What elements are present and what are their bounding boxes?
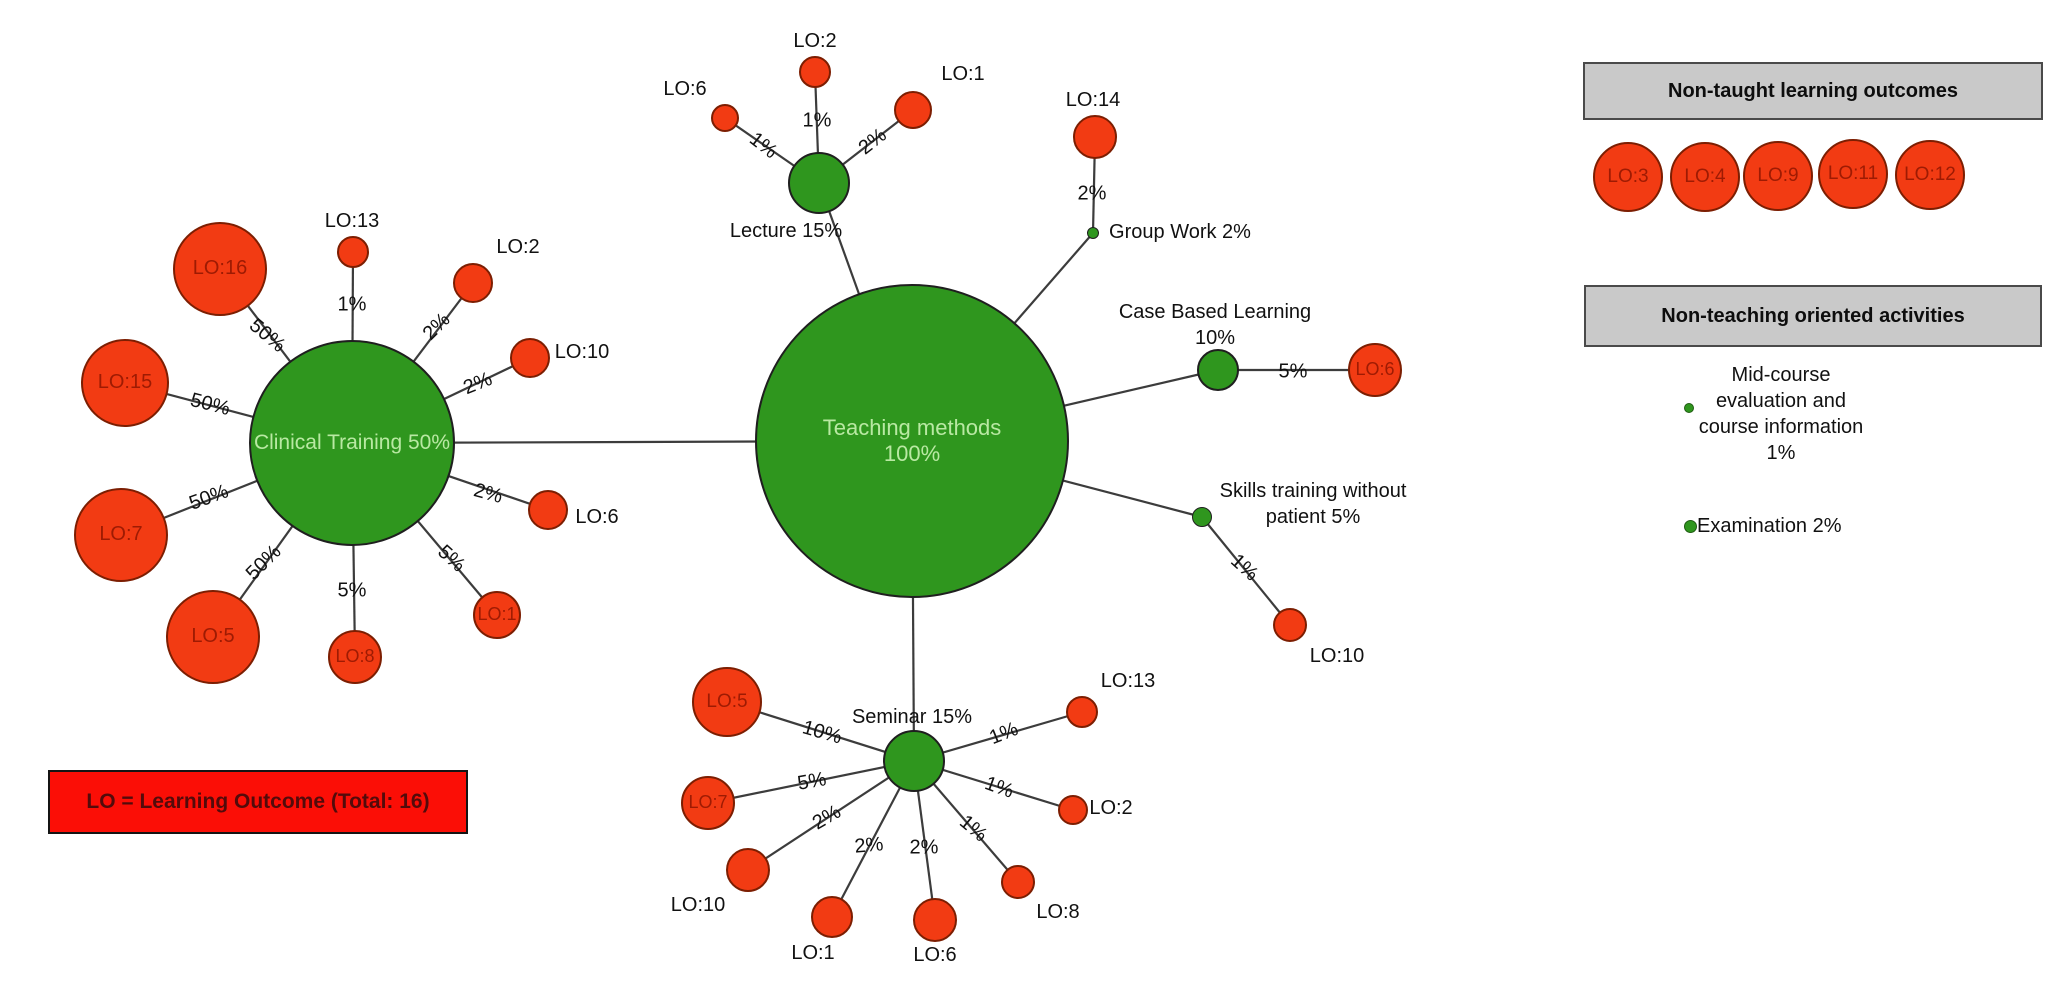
label-ski_lo10: LO:10 [1309, 645, 1365, 667]
label-cli_lo5: LO:5 [191, 625, 235, 648]
label-lec_lo1: LO:1 [941, 63, 985, 85]
edge-label-clinical-cli_lo8: 5% [337, 579, 367, 602]
label-cli_lo1: LO:1 [477, 604, 517, 625]
edge-label-casebased-cbl_lo6: 5% [1278, 360, 1308, 383]
non-taught-outcome-lo9: LO:9 [1743, 141, 1813, 211]
edge-label-groupwork-grp_lo14: 2% [1077, 182, 1107, 205]
label-cli_lo10: LO:10 [554, 341, 610, 363]
label-clinical: Clinical Training 50% [253, 430, 451, 454]
node-lecture [788, 152, 850, 214]
label-sem_lo6: LO:6 [913, 944, 957, 966]
node-cli_lo1: LO:1 [473, 591, 521, 639]
node-sem_lo10 [726, 848, 770, 892]
label-lec_lo2: LO:2 [793, 30, 837, 52]
label-teaching: Teaching methods 100% [822, 415, 1002, 466]
label-cli_lo13: LO:13 [324, 210, 380, 232]
label-sem_lo1: LO:1 [791, 942, 835, 964]
node-grp_lo14 [1073, 115, 1117, 159]
label-sem_lo13: LO:13 [1100, 670, 1156, 692]
edge-label-seminar-sem_lo6: 2% [909, 836, 939, 859]
edge-label-lecture-lec_lo2: 1% [802, 109, 832, 132]
node-cli_lo7: LO:7 [74, 488, 168, 582]
activity-midcourse-label: Mid-course evaluation and course informa… [1698, 364, 1864, 464]
label-cli_lo15: LO:15 [97, 371, 153, 394]
label-cli_lo7: LO:7 [99, 523, 143, 546]
label-cli_lo2: LO:2 [496, 236, 540, 258]
label-grp_lo14: LO:14 [1065, 89, 1121, 111]
examination-dot-icon [1684, 520, 1697, 533]
node-sem_lo6 [913, 898, 957, 942]
node-cli_lo16: LO:16 [173, 222, 267, 316]
node-skills [1192, 507, 1212, 527]
edge-seminar-sem_lo10 [747, 760, 915, 871]
node-cli_lo10 [510, 338, 550, 378]
node-sem_lo7: LO:7 [681, 776, 735, 830]
node-cli_lo8: LO:8 [328, 630, 382, 684]
node-lec_lo2 [799, 56, 831, 88]
node-ski_lo10 [1273, 608, 1307, 642]
label-sem_lo7: LO:7 [688, 792, 728, 813]
legend-non-taught-title: Non-taught learning outcomes [1668, 79, 1958, 102]
non-taught-outcome-lo12-label: LO:12 [1904, 164, 1956, 185]
non-taught-outcome-lo12: LO:12 [1895, 140, 1965, 210]
non-taught-outcome-lo4: LO:4 [1670, 142, 1740, 212]
note-box: LO = Learning Outcome (Total: 16) [48, 770, 468, 834]
label-cli_lo8: LO:8 [335, 646, 375, 667]
non-taught-outcome-lo11: LO:11 [1818, 139, 1888, 209]
label-cli_lo16: LO:16 [192, 257, 248, 280]
node-cli_lo2 [453, 263, 493, 303]
edge-seminar-sem_lo7 [707, 759, 915, 805]
midcourse-dot-icon [1684, 403, 1694, 413]
label-skills: Skills training without patient 5% [1219, 480, 1407, 528]
legend-non-teaching-box: Non-teaching oriented activities [1584, 285, 2042, 347]
edge-label-seminar-sem_lo7: 5% [795, 768, 829, 795]
label-casebased: Case Based Learning 10% [1118, 301, 1312, 349]
node-cli_lo6 [528, 490, 568, 530]
legend-non-taught-box: Non-taught learning outcomes [1583, 62, 2043, 120]
non-taught-outcome-lo4-label: LO:4 [1684, 166, 1726, 187]
node-cbl_lo6: LO:6 [1348, 343, 1402, 397]
node-sem_lo8 [1001, 865, 1035, 899]
label-sem_lo5: LO:5 [706, 690, 748, 712]
node-cli_lo5: LO:5 [166, 590, 260, 684]
node-sem_lo13 [1066, 696, 1098, 728]
label-sem_lo2: LO:2 [1089, 797, 1133, 819]
legend-non-teaching-title: Non-teaching oriented activities [1661, 304, 1965, 327]
node-cli_lo13 [337, 236, 369, 268]
node-sem_lo5: LO:5 [692, 667, 762, 737]
node-casebased [1197, 349, 1239, 391]
label-lecture: Lecture 15% [729, 220, 843, 242]
non-taught-outcome-lo11-label: LO:11 [1827, 163, 1879, 184]
non-taught-outcome-lo3: LO:3 [1593, 142, 1663, 212]
label-cbl_lo6: LO:6 [1355, 359, 1395, 380]
label-seminar: Seminar 15% [851, 706, 973, 728]
label-groupwork: Group Work 2% [1109, 221, 1251, 243]
edge-label-seminar-sem_lo1: 2% [853, 833, 885, 858]
label-cli_lo6: LO:6 [575, 506, 619, 528]
node-sem_lo1 [811, 896, 853, 938]
node-sem_lo2 [1058, 795, 1088, 825]
node-lec_lo6 [711, 104, 739, 132]
edge-skills-ski_lo10 [1201, 516, 1291, 626]
non-taught-outcome-lo3-label: LO:3 [1607, 166, 1649, 187]
edge-label-clinical-cli_lo13: 1% [337, 293, 367, 316]
node-clinical: Clinical Training 50% [249, 340, 455, 546]
node-seminar [883, 730, 945, 792]
node-teaching: Teaching methods 100% [755, 284, 1069, 598]
label-sem_lo8: LO:8 [1036, 901, 1080, 923]
node-lec_lo1 [894, 91, 932, 129]
label-sem_lo10: LO:10 [670, 894, 726, 916]
note-box-label: LO = Learning Outcome (Total: 16) [86, 790, 430, 813]
node-groupwork [1087, 227, 1099, 239]
non-taught-outcome-lo9-label: LO:9 [1757, 165, 1799, 186]
label-lec_lo6: LO:6 [663, 78, 707, 100]
activity-examination-label: Examination 2% [1697, 515, 1842, 537]
node-cli_lo15: LO:15 [81, 339, 169, 427]
